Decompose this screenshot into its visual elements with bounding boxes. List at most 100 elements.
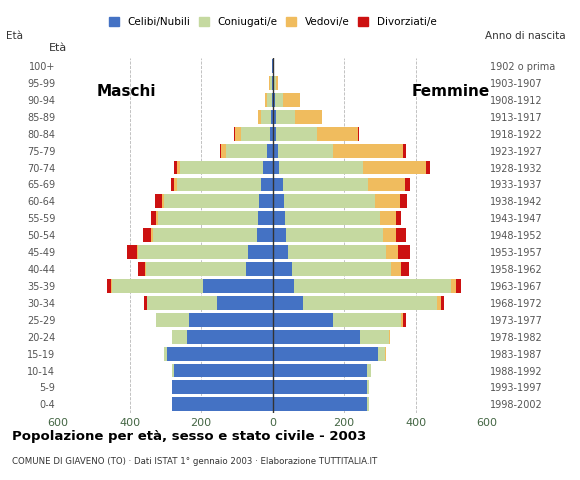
Text: Età: Età	[49, 43, 67, 52]
Bar	[273, 279, 294, 293]
Text: Età: Età	[6, 31, 23, 41]
Bar	[235, 127, 241, 141]
Bar	[391, 262, 401, 276]
Bar	[273, 76, 274, 90]
Bar	[401, 262, 408, 276]
Bar	[162, 194, 164, 208]
Bar	[188, 313, 273, 327]
Bar	[172, 330, 187, 344]
Bar	[285, 211, 380, 225]
Bar	[273, 59, 274, 73]
Bar	[256, 228, 273, 242]
Bar	[172, 363, 174, 377]
Bar	[203, 279, 273, 293]
Bar	[128, 245, 137, 259]
Bar	[177, 178, 261, 192]
Bar	[288, 245, 386, 259]
Bar	[273, 178, 282, 192]
Bar	[271, 93, 273, 107]
Bar	[363, 161, 426, 174]
Bar	[273, 161, 279, 174]
Bar	[441, 296, 444, 310]
Bar	[241, 127, 270, 141]
Bar	[303, 296, 437, 310]
Bar	[295, 110, 321, 124]
Bar	[246, 262, 273, 276]
Bar	[276, 127, 317, 141]
Bar	[273, 93, 275, 107]
Bar	[273, 381, 367, 395]
Bar	[171, 178, 174, 192]
Bar	[267, 144, 273, 157]
Bar	[144, 262, 146, 276]
Bar	[273, 296, 303, 310]
Bar	[368, 178, 405, 192]
Bar	[273, 110, 276, 124]
Bar	[456, 279, 461, 293]
Bar	[282, 178, 368, 192]
Bar	[367, 363, 371, 377]
Bar	[273, 397, 367, 411]
Bar	[259, 194, 273, 208]
Bar	[294, 279, 451, 293]
Bar	[173, 161, 177, 174]
Legend: Celibi/Nubili, Coniugati/e, Vedovi/e, Divorziati/e: Celibi/Nubili, Coniugati/e, Vedovi/e, Di…	[105, 13, 440, 31]
Bar	[248, 245, 273, 259]
Bar	[139, 262, 144, 276]
Bar	[273, 194, 284, 208]
Bar	[375, 194, 400, 208]
Bar	[158, 211, 258, 225]
Bar	[426, 161, 430, 174]
Bar	[274, 76, 276, 90]
Bar	[151, 211, 157, 225]
Bar	[437, 296, 441, 310]
Bar	[273, 347, 378, 360]
Bar	[405, 178, 410, 192]
Bar	[273, 127, 276, 141]
Text: Popolazione per età, sesso e stato civile - 2003: Popolazione per età, sesso e stato civil…	[12, 430, 366, 443]
Bar	[221, 144, 226, 157]
Bar	[317, 127, 358, 141]
Bar	[272, 76, 273, 90]
Bar	[151, 228, 153, 242]
Bar	[401, 313, 403, 327]
Bar	[360, 330, 389, 344]
Bar	[403, 144, 405, 157]
Bar	[143, 228, 151, 242]
Bar	[164, 194, 259, 208]
Bar	[270, 76, 272, 90]
Bar	[144, 296, 147, 310]
Bar	[157, 211, 158, 225]
Bar	[269, 76, 270, 90]
Bar	[220, 144, 221, 157]
Bar	[334, 313, 401, 327]
Bar	[386, 245, 398, 259]
Bar	[263, 161, 273, 174]
Bar	[276, 76, 278, 90]
Bar	[146, 262, 246, 276]
Bar	[187, 330, 273, 344]
Bar	[451, 279, 456, 293]
Bar	[383, 228, 396, 242]
Bar	[396, 228, 407, 242]
Bar	[226, 144, 267, 157]
Bar	[137, 245, 139, 259]
Bar	[271, 59, 272, 73]
Bar	[286, 228, 383, 242]
Bar	[279, 161, 363, 174]
Bar	[273, 228, 286, 242]
Bar	[172, 397, 273, 411]
Bar	[174, 178, 177, 192]
Bar	[284, 194, 375, 208]
Bar	[333, 144, 403, 157]
Bar	[398, 245, 410, 259]
Bar	[267, 93, 271, 107]
Bar	[174, 363, 273, 377]
Bar	[180, 161, 263, 174]
Text: Femmine: Femmine	[412, 84, 490, 99]
Bar	[283, 93, 300, 107]
Bar	[367, 381, 369, 395]
Bar	[273, 363, 367, 377]
Text: Anno di nascita: Anno di nascita	[485, 31, 566, 41]
Bar	[367, 397, 369, 411]
